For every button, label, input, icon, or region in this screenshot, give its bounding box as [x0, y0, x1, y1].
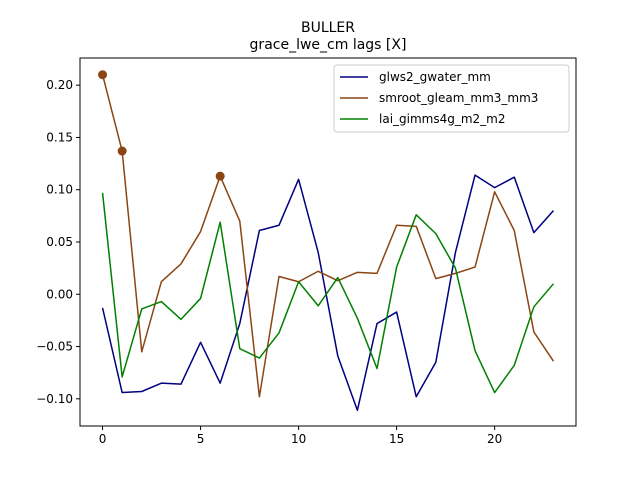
y-tick-label-5: 0.15 — [46, 130, 73, 144]
series-line-0 — [101, 174, 555, 412]
chart-subtitle: grace_lwe_cm lags [X] — [250, 37, 407, 53]
legend-label-0: glws2_gwater_mm — [379, 70, 491, 84]
legend-label-2: lai_gimms4g_m2_m2 — [379, 112, 506, 126]
series-marker-1-0 — [98, 70, 108, 80]
series-marker-1-6 — [215, 171, 225, 181]
x-tick-label-5: 5 — [197, 432, 205, 446]
legend-label-1: smroot_gleam_mm3_mm3 — [379, 91, 538, 105]
series-line-1 — [101, 74, 555, 398]
y-tick-label-2: 0.00 — [46, 287, 73, 301]
x-tick-label-15: 15 — [389, 432, 404, 446]
y-tick-label-0: −0.10 — [36, 392, 73, 406]
series-marker-1-1 — [117, 146, 127, 156]
legend: glws2_gwater_mm smroot_gleam_mm3_mm3 lai_g… — [333, 64, 570, 133]
x-tick-label-10: 10 — [291, 432, 306, 446]
y-tick-label-3: 0.05 — [46, 235, 73, 249]
y-tick-label-6: 0.20 — [46, 78, 73, 92]
axes: 0 5 10 15 20 −0.10 −0.05 0.00 0.05 0.10 0.15 0.20 — [36, 57, 577, 446]
y-tick-label-4: 0.10 — [46, 183, 73, 197]
legend-box — [333, 64, 570, 133]
x-tick-label-20: 20 — [487, 432, 502, 446]
chart-title: BULLER — [301, 20, 355, 36]
plot-lines — [101, 74, 555, 412]
x-tick-label-0: 0 — [99, 432, 107, 446]
series-line-2 — [101, 192, 555, 394]
plot-markers — [98, 70, 225, 181]
y-tick-label-1: −0.05 — [36, 340, 73, 354]
